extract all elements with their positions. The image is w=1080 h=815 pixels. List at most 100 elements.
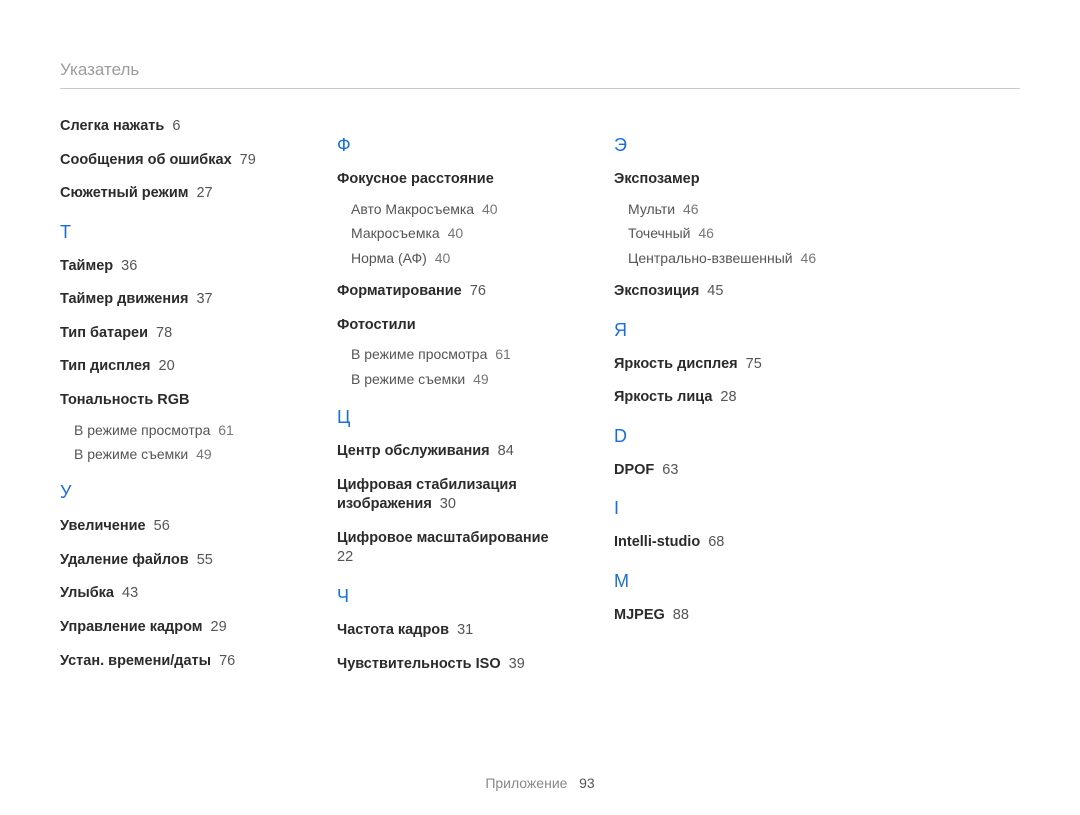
index-entry-page: 20 — [155, 358, 175, 374]
index-entry-block: Экспозиция 45 — [614, 282, 849, 302]
index-subentry[interactable]: Мульти 46 — [628, 200, 849, 219]
index-entry-page: 79 — [236, 152, 256, 168]
index-subentry[interactable]: Норма (АФ) 40 — [351, 249, 572, 268]
index-entry[interactable]: Экспозамер — [614, 170, 849, 190]
index-entry-label: Экспозиция — [614, 283, 699, 299]
index-entry-page: 39 — [505, 656, 525, 672]
index-entry-label: Тональность RGB — [60, 392, 190, 408]
index-letter-heading: Ф — [337, 135, 572, 156]
index-entry-label: MJPEG — [614, 607, 665, 623]
index-entry-block: Сообщения об ошибках 79 — [60, 151, 295, 171]
index-entry[interactable]: Улыбка 43 — [60, 584, 295, 604]
index-subentry-page: 61 — [491, 346, 510, 362]
index-entry[interactable]: Тип дисплея 20 — [60, 357, 295, 377]
index-letter-heading: Ц — [337, 407, 572, 428]
index-entry[interactable]: Фотостили — [337, 316, 572, 336]
index-entry[interactable]: Тип батареи 78 — [60, 324, 295, 344]
index-entry-label: Яркость лица — [614, 389, 712, 405]
index-entry[interactable]: Экспозиция 45 — [614, 282, 849, 302]
index-letter-heading: У — [60, 482, 295, 503]
index-subentry[interactable]: Центрально-взвешенный 46 — [628, 249, 849, 268]
index-entry[interactable]: Тональность RGB — [60, 391, 295, 411]
index-entry-label: Цифровое масштабирование — [337, 530, 549, 546]
index-column: Ф Фокусное расстояние Авто Макросъемка 40 М… — [337, 117, 572, 688]
index-entry-block: Фотостили В режиме просмотра 61 В режиме с… — [337, 316, 572, 389]
index-entry[interactable]: Таймер 36 — [60, 257, 295, 277]
index-entry-block: Центр обслуживания 84 — [337, 442, 572, 462]
index-subentry-page: 40 — [431, 250, 450, 266]
index-entry[interactable]: MJPEG 88 — [614, 606, 849, 626]
index-entry-block: Яркость лица 28 — [614, 388, 849, 408]
index-entry-block: Управление кадром 29 — [60, 618, 295, 638]
index-entry[interactable]: Фокусное расстояние — [337, 170, 572, 190]
index-subentry[interactable]: В режиме просмотра 61 — [74, 421, 295, 440]
index-entry-block: Частота кадров 31 — [337, 621, 572, 641]
index-entry-label: Частота кадров — [337, 622, 449, 638]
index-entry[interactable]: Слегка нажать 6 — [60, 117, 295, 137]
index-entry-label: Таймер движения — [60, 291, 188, 307]
index-entry[interactable]: Устан. времени/даты 76 — [60, 652, 295, 672]
index-entry[interactable]: Увеличение 56 — [60, 517, 295, 537]
index-entry[interactable]: Форматирование 76 — [337, 282, 572, 302]
index-entry-label: Тип батареи — [60, 325, 148, 341]
index-entry-label: Тип дисплея — [60, 358, 151, 374]
index-entry-page: 45 — [703, 283, 723, 299]
index-entry-page: 75 — [742, 356, 762, 372]
index-entry-block: Тип дисплея 20 — [60, 357, 295, 377]
index-entry[interactable]: Цифровое масштабирование 22 — [337, 529, 572, 568]
index-entry[interactable]: Яркость лица 28 — [614, 388, 849, 408]
index-subentry[interactable]: В режиме съемки 49 — [74, 445, 295, 464]
index-entry-page: 37 — [192, 291, 212, 307]
index-entry[interactable]: Intelli-studio 68 — [614, 533, 849, 553]
index-entry[interactable]: Цифровая стабилизация изображения 30 — [337, 476, 572, 515]
index-entry-block: Цифровая стабилизация изображения 30 — [337, 476, 572, 515]
index-entry-label: Фотостили — [337, 317, 416, 333]
index-entry-label: Яркость дисплея — [614, 356, 738, 372]
index-subentry[interactable]: Макросъемка 40 — [351, 224, 572, 243]
index-entry[interactable]: Частота кадров 31 — [337, 621, 572, 641]
index-entry-page: 55 — [193, 552, 213, 568]
index-subentry[interactable]: Авто Макросъемка 40 — [351, 200, 572, 219]
index-subentry[interactable]: Точечный 46 — [628, 224, 849, 243]
index-entry[interactable]: Центр обслуживания 84 — [337, 442, 572, 462]
index-subentry-page: 46 — [797, 250, 816, 266]
index-subentry-page: 40 — [478, 201, 497, 217]
index-entry-label: Цифровая стабилизация изображения — [337, 477, 517, 513]
index-entry[interactable]: Сообщения об ошибках 79 — [60, 151, 295, 171]
index-entry-block: Чувствительность ISO 39 — [337, 655, 572, 675]
index-subentry[interactable]: В режиме просмотра 61 — [351, 345, 572, 364]
index-entry[interactable]: Яркость дисплея 75 — [614, 355, 849, 375]
index-subentry-page: 49 — [192, 446, 211, 462]
index-entry-page: 43 — [118, 585, 138, 601]
index-entry[interactable]: Удаление файлов 55 — [60, 551, 295, 571]
index-entry[interactable]: Сюжетный режим 27 — [60, 184, 295, 204]
index-subentry-label: В режиме просмотра — [74, 422, 210, 438]
index-subentry[interactable]: В режиме съемки 49 — [351, 370, 572, 389]
index-entry[interactable]: DPOF 63 — [614, 461, 849, 481]
index-entry-label: Сообщения об ошибках — [60, 152, 232, 168]
index-entry-page: 63 — [658, 462, 678, 478]
index-entry-label: Слегка нажать — [60, 118, 164, 134]
index-entry[interactable]: Таймер движения 37 — [60, 290, 295, 310]
index-entry-block: Экспозамер Мульти 46 Точечный 46 Центрально… — [614, 170, 849, 268]
index-subentry-page: 40 — [444, 225, 463, 241]
index-letter-heading: Т — [60, 222, 295, 243]
index-letter-heading: Ч — [337, 586, 572, 607]
index-entry-block: Таймер движения 37 — [60, 290, 295, 310]
index-subentry-label: В режиме съемки — [74, 446, 188, 462]
index-entry[interactable]: Управление кадром 29 — [60, 618, 295, 638]
page-footer: Приложение 93 — [0, 775, 1080, 791]
index-entry-block: DPOF 63 — [614, 461, 849, 481]
index-entry-page: 27 — [192, 185, 212, 201]
index-subentry-label: Норма (АФ) — [351, 250, 427, 266]
index-subentry-label: Центрально-взвешенный — [628, 250, 793, 266]
index-entry[interactable]: Чувствительность ISO 39 — [337, 655, 572, 675]
index-entry-label: Улыбка — [60, 585, 114, 601]
index-entry-block: Яркость дисплея 75 — [614, 355, 849, 375]
index-entry-page: 28 — [716, 389, 736, 405]
index-entry-block: Тональность RGBВ режиме просмотра 61В ре… — [60, 391, 295, 464]
index-entry-page: 56 — [150, 518, 170, 534]
index-letter-heading: M — [614, 571, 849, 592]
index-entry-label: Увеличение — [60, 518, 146, 534]
page-title: Указатель — [60, 60, 1020, 89]
